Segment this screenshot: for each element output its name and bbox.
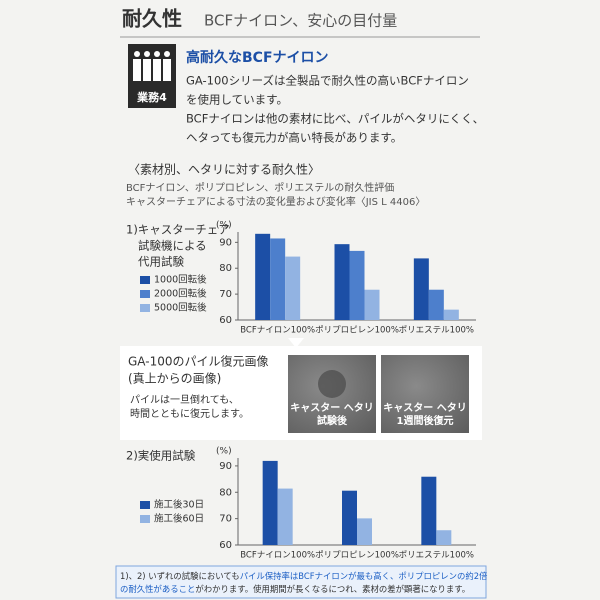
x-tick-label: BCFナイロン100% <box>240 326 315 336</box>
badge-label: 業務4 <box>136 90 167 104</box>
section-line: BCFナイロン、ポリプロピレン、ポリエステルの耐久性評価 <box>126 181 394 194</box>
intro-heading: 高耐久なBCFナイロン <box>186 49 329 66</box>
x-tick-label: ポリプロピレン100% <box>315 551 399 561</box>
image-caption: キャスター ヘタリ <box>383 402 466 414</box>
y-tick-label: 90 <box>219 461 232 472</box>
intro-line: GA-100シリーズは全製品で耐久性の高いBCFナイロン <box>186 74 469 88</box>
footnote-line: の耐久性があることがわかります。使用期間が長くなるにつれ、素材の差が顕著になりま… <box>120 584 470 594</box>
chart-title: 試験機による <box>138 239 207 253</box>
y-tick-label: 60 <box>219 315 232 326</box>
bar <box>270 238 286 320</box>
bar <box>334 244 350 320</box>
legend-swatch <box>140 290 150 298</box>
restore-text: 時間とともに復元します。 <box>130 407 249 420</box>
y-tick-label: 90 <box>219 237 232 248</box>
footnote-box <box>115 565 487 599</box>
section: BCFナイロン、ポリプロピレン、ポリエステルの耐久性評価キャスターチェアによる寸… <box>126 181 425 208</box>
bar <box>349 250 365 320</box>
legend-swatch <box>140 501 150 509</box>
restore-title: (真上からの画像) <box>128 372 221 386</box>
y-tick-label: 80 <box>219 487 232 498</box>
badge-icon <box>133 51 171 81</box>
chart-title: 2)実使用試験 <box>126 449 196 463</box>
image-caption: 試験後 <box>317 414 348 427</box>
legend-label: 1000回転後 <box>154 274 207 286</box>
chart-title: 1)キャスターチェア <box>126 223 230 237</box>
legend-swatch <box>140 304 150 312</box>
restore-title: GA-100のパイル復元画像 <box>128 354 268 369</box>
x-tick-label: ポリエステル100% <box>399 551 474 561</box>
bar <box>364 289 380 320</box>
footnote-segment: パイル保持率はBCFナイロンが最も高く、ポリプロピレンの約2倍 <box>240 571 488 581</box>
x-tick-label: BCFナイロン100% <box>240 551 315 561</box>
dent <box>318 370 346 398</box>
bar <box>255 233 271 320</box>
page-subtitle: BCFナイロン、安心の目付量 <box>204 12 397 30</box>
intro-line: BCFナイロンは他の素材に比べ、パイルがヘタリにくく、 <box>186 112 484 126</box>
y-unit: (%) <box>216 447 232 457</box>
section-heading: 〈素材別、ヘタリに対する耐久性〉 <box>128 163 320 177</box>
intro-line: ヘタっても復元力が高い特長があります。 <box>186 131 402 145</box>
y-tick-label: 70 <box>219 514 232 525</box>
bar <box>285 256 301 320</box>
restore-image <box>381 355 469 433</box>
footnote: 1)、2) いずれの試験においてもパイル保持率はBCFナイロンが最も高く、ポリプ… <box>120 571 488 594</box>
y-tick-label: 60 <box>219 540 232 551</box>
bar <box>436 530 452 545</box>
legend-swatch <box>140 276 150 284</box>
page-title: 耐久性 <box>122 7 182 31</box>
bar <box>277 488 293 545</box>
legend-label: 5000回転後 <box>154 302 207 314</box>
image-caption: 1週間後復元 <box>397 414 454 427</box>
bar <box>357 518 372 545</box>
image-caption: キャスター ヘタリ <box>290 402 373 414</box>
y-tick-label: 80 <box>219 263 232 274</box>
intro-line: を使用しています。 <box>186 93 288 107</box>
legend-label: 2000回転後 <box>154 288 207 300</box>
legend-label: 施工後60日 <box>154 513 204 525</box>
pointer <box>288 338 304 348</box>
x-tick-label: ポリエステル100% <box>399 326 474 336</box>
footnote-line: 1)、2) いずれの試験においてもパイル保持率はBCFナイロンが最も高く、ポリプ… <box>120 571 488 581</box>
footnote-segment: 1)、2) いずれの試験においても <box>120 571 240 581</box>
restore-text: パイルは一旦倒れても、 <box>130 394 239 406</box>
y-unit: (%) <box>216 221 232 231</box>
bar <box>413 258 429 320</box>
x-tick-label: ポリプロピレン100% <box>315 326 399 336</box>
bar <box>443 309 459 320</box>
bar <box>428 289 444 320</box>
bar <box>342 490 357 545</box>
footnote-segment: の耐久性があること <box>120 584 195 594</box>
bar <box>262 460 278 545</box>
chart-title: 代用試験 <box>138 255 184 269</box>
legend-label: 施工後30日 <box>154 499 204 511</box>
footnote-segment: がわかります。使用期間が長くなるにつれ、素材の差が顕著になります。 <box>195 584 470 594</box>
y-tick-label: 70 <box>219 289 232 300</box>
section-line: キャスターチェアによる寸法の変化量および変化率〈JIS L 4406〉 <box>126 195 425 208</box>
legend-swatch <box>140 515 150 523</box>
restore: GA-100のパイル復元画像 (真上からの画像) パイルは一旦倒れても、時間とともに… <box>128 354 469 433</box>
bar <box>421 476 437 545</box>
